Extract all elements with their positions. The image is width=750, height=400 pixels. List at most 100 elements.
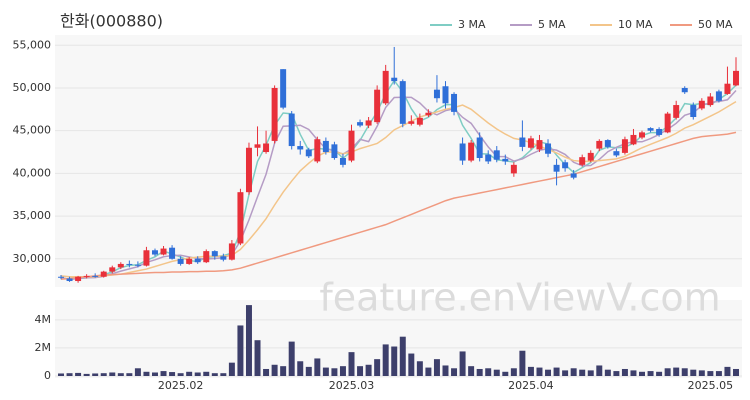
volume-bar [348, 352, 355, 376]
volume-bar [715, 371, 722, 376]
candle-body [698, 100, 705, 109]
price-panel [55, 35, 742, 287]
ma-line [60, 131, 737, 281]
volume-bar [408, 353, 415, 376]
volume-bar [587, 370, 594, 376]
volume-bar [254, 340, 261, 376]
candle-body [160, 248, 167, 255]
volume-bar [681, 368, 688, 376]
volume-bar [604, 369, 611, 376]
volume-bar [510, 368, 517, 376]
volume-bar [399, 336, 406, 376]
volume-bar [245, 305, 252, 376]
volume-tick-label: 0 [44, 369, 51, 382]
volume-bar [656, 371, 663, 376]
candle-body [237, 192, 244, 244]
volume-bar [391, 346, 398, 376]
candle-body [733, 70, 739, 86]
volume-bar [220, 373, 227, 376]
volume-bar [66, 373, 73, 376]
candle-body [109, 267, 116, 272]
candle-body [348, 130, 355, 161]
volume-bar [442, 365, 449, 376]
volume-bar [673, 367, 680, 376]
y-tick-label: 55,000 [13, 38, 52, 51]
candle-body [562, 162, 569, 169]
volume-bar [322, 367, 329, 376]
volume-bar [562, 370, 569, 376]
volume-bar [305, 366, 312, 376]
volume-bar [545, 369, 552, 376]
candle-body [715, 91, 722, 101]
volume-bar [621, 368, 628, 376]
candle-body [194, 258, 201, 263]
candle-body [263, 143, 270, 153]
candle-body [451, 93, 458, 112]
volume-bar [433, 359, 440, 376]
candle-body [647, 128, 654, 131]
x-tick-label: 2025.02 [158, 379, 204, 392]
y-tick-label: 45,000 [13, 124, 52, 137]
volume-bar [493, 369, 500, 376]
volume-bar [570, 368, 577, 376]
candle-body [399, 81, 406, 124]
volume-bar [134, 368, 141, 376]
candle-body [339, 158, 346, 165]
volume-bar [425, 367, 432, 376]
candle-body [220, 256, 227, 260]
candle-body [66, 278, 73, 282]
candle-body [673, 105, 680, 118]
candle-body [621, 139, 628, 153]
candle-body [724, 83, 731, 94]
volume-bar [527, 366, 534, 376]
candle-body [357, 122, 364, 126]
watermark: feature.enViewV.com [319, 276, 720, 320]
candle-body [211, 251, 218, 257]
candle-body [519, 137, 526, 147]
volume-bar [536, 367, 543, 376]
candle-body [143, 250, 150, 266]
volume-bar [502, 371, 509, 376]
volume-bar [476, 368, 483, 376]
candle-body [169, 247, 176, 259]
volume-bar [647, 371, 654, 376]
candle-body [639, 132, 646, 138]
volume-bar [109, 372, 116, 376]
y-tick-label: 30,000 [13, 252, 52, 265]
candle-body [58, 276, 64, 278]
candle-body [664, 113, 671, 133]
volume-bar [314, 358, 321, 376]
candle-body [468, 142, 475, 161]
candle-body [596, 140, 603, 149]
candle-body [493, 150, 500, 160]
volume-bar [271, 364, 278, 376]
volume-bar [698, 370, 705, 376]
volume-bar [382, 344, 389, 376]
candle-body [100, 271, 107, 277]
volume-bar [331, 368, 338, 376]
candle-body [305, 149, 312, 157]
volume-bar [263, 368, 270, 376]
volume-bar [459, 351, 466, 376]
volume-bar [126, 373, 133, 376]
volume-bar [579, 369, 586, 376]
candle-body [613, 151, 620, 156]
legend-label: 3 MA [458, 18, 486, 31]
candle-body [681, 87, 688, 93]
volume-bar [186, 371, 193, 376]
volume-bar [58, 373, 64, 376]
candle-body [485, 154, 492, 162]
volume-bar [613, 371, 620, 376]
volume-bar [280, 366, 287, 376]
candle-body [245, 147, 252, 193]
candle-body [297, 146, 304, 150]
candle-body [536, 140, 543, 150]
volume-bar [83, 373, 90, 376]
x-tick-label: 2025.04 [508, 379, 554, 392]
volume-bar [519, 350, 526, 376]
volume-bar [117, 373, 124, 376]
volume-bar [630, 370, 637, 376]
volume-bar [203, 371, 210, 376]
candle-body [75, 276, 82, 282]
